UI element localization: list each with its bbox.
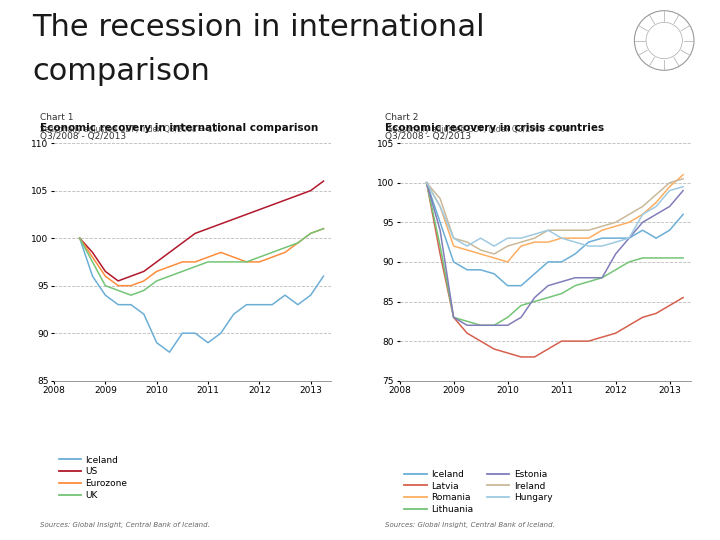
Text: The recession in international: The recession in international	[32, 14, 485, 43]
Text: Sources: Global Insight, Central Bank of Iceland.: Sources: Global Insight, Central Bank of…	[40, 522, 210, 528]
Text: Sources: Global Insight, Central Bank of Iceland.: Sources: Global Insight, Central Bank of…	[385, 522, 555, 528]
Legend: Iceland, US, Eurozone, UK: Iceland, US, Eurozone, UK	[58, 456, 127, 500]
Text: Q3/2008 - Q2/2013: Q3/2008 - Q2/2013	[40, 132, 126, 141]
Text: Seasonally adjusted GDP, index Q3/2008 = 100: Seasonally adjusted GDP, index Q3/2008 =…	[388, 125, 570, 133]
Text: Economic recovery in international comparison: Economic recovery in international compa…	[40, 123, 318, 133]
Text: Chart 1: Chart 1	[40, 113, 73, 123]
Text: Seasonally adjusted GDP, index Q3/2008 = 100: Seasonally adjusted GDP, index Q3/2008 =…	[40, 125, 222, 133]
Text: Chart 2: Chart 2	[385, 113, 418, 123]
Legend: Iceland, Latvia, Romania, Lithuania, Estonia, Ireland, Hungary: Iceland, Latvia, Romania, Lithuania, Est…	[404, 470, 552, 514]
Text: Economic recovery in crisis countries: Economic recovery in crisis countries	[385, 123, 604, 133]
Text: Q3/2008 - Q2/2013: Q3/2008 - Q2/2013	[385, 132, 472, 141]
Text: comparison: comparison	[32, 57, 210, 86]
